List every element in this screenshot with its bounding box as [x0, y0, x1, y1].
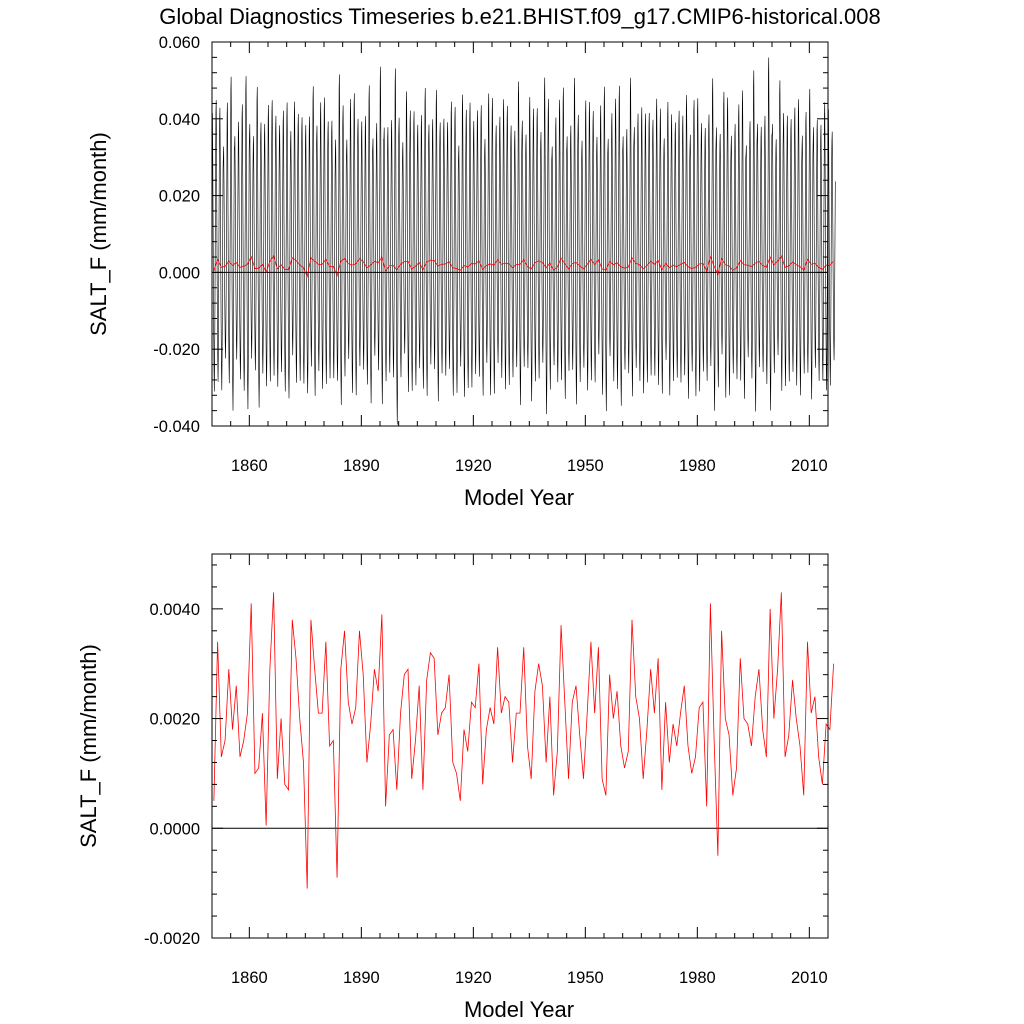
x-tick-label: 1980: [679, 969, 716, 987]
axis-ticks: [211, 554, 829, 939]
x-tick-labels: 1860 1890 1920 1950 1980 2010: [231, 969, 828, 987]
timeseries-chart-monthly: -0.040 -0.020 0.000 0.020 0.040 0.060 1860 189…: [86, 34, 836, 510]
x-tick-labels: 1860 1890 1920 1950 1980 2010: [231, 457, 828, 475]
x-tick-label: 1950: [567, 457, 604, 475]
y-tick-label: 0.000: [159, 264, 200, 282]
x-tick-label: 1950: [567, 969, 604, 987]
y-tick-label: 0.040: [159, 111, 200, 129]
x-tick-label: 1890: [343, 457, 380, 475]
y-axis-title: SALT_F (mm/month): [86, 132, 111, 336]
x-axis-title: Model Year: [464, 485, 574, 510]
y-tick-label: 0.0020: [150, 711, 200, 729]
y-tick-label: -0.0020: [144, 930, 200, 948]
y-axis-title: SALT_F (mm/month): [76, 644, 101, 848]
y-tick-label: -0.020: [153, 341, 200, 359]
annual-mean-line: [213, 254, 834, 278]
y-tick-label: 0.020: [159, 188, 200, 206]
annual-mean-line: [213, 592, 834, 889]
y-tick-label: 0.0040: [150, 601, 200, 619]
x-axis-title: Model Year: [464, 997, 574, 1022]
y-tick-label: -0.040: [153, 418, 200, 436]
y-tick-label: 0.0000: [150, 820, 200, 838]
monthly-series-line: [211, 57, 836, 425]
axis-ticks: [211, 41, 829, 427]
plot-frame: [211, 41, 829, 427]
annual-mean-series-line: [213, 592, 834, 889]
y-tick-labels: -0.0020 0.0000 0.0020 0.0040: [144, 601, 200, 948]
x-tick-label: 1860: [231, 969, 268, 987]
plot-frame: [211, 553, 829, 939]
y-tick-labels: -0.040 -0.020 0.000 0.020 0.040 0.060: [153, 34, 200, 436]
monthly-line: [211, 57, 836, 425]
x-tick-label: 1920: [455, 457, 492, 475]
x-tick-label: 1980: [679, 457, 716, 475]
x-tick-label: 1920: [455, 969, 492, 987]
x-tick-label: 1890: [343, 969, 380, 987]
x-tick-label: 2010: [791, 457, 828, 475]
timeseries-chart-annual: -0.0020 0.0000 0.0020 0.0040 1860 1890 1920 19…: [76, 553, 834, 1022]
chart-title: Global Diagnostics Timeseries b.e21.BHIS…: [159, 4, 880, 29]
annual-mean-series-line: [213, 254, 834, 278]
y-tick-label: 0.060: [159, 34, 200, 52]
x-tick-label: 2010: [791, 969, 828, 987]
x-tick-label: 1860: [231, 457, 268, 475]
